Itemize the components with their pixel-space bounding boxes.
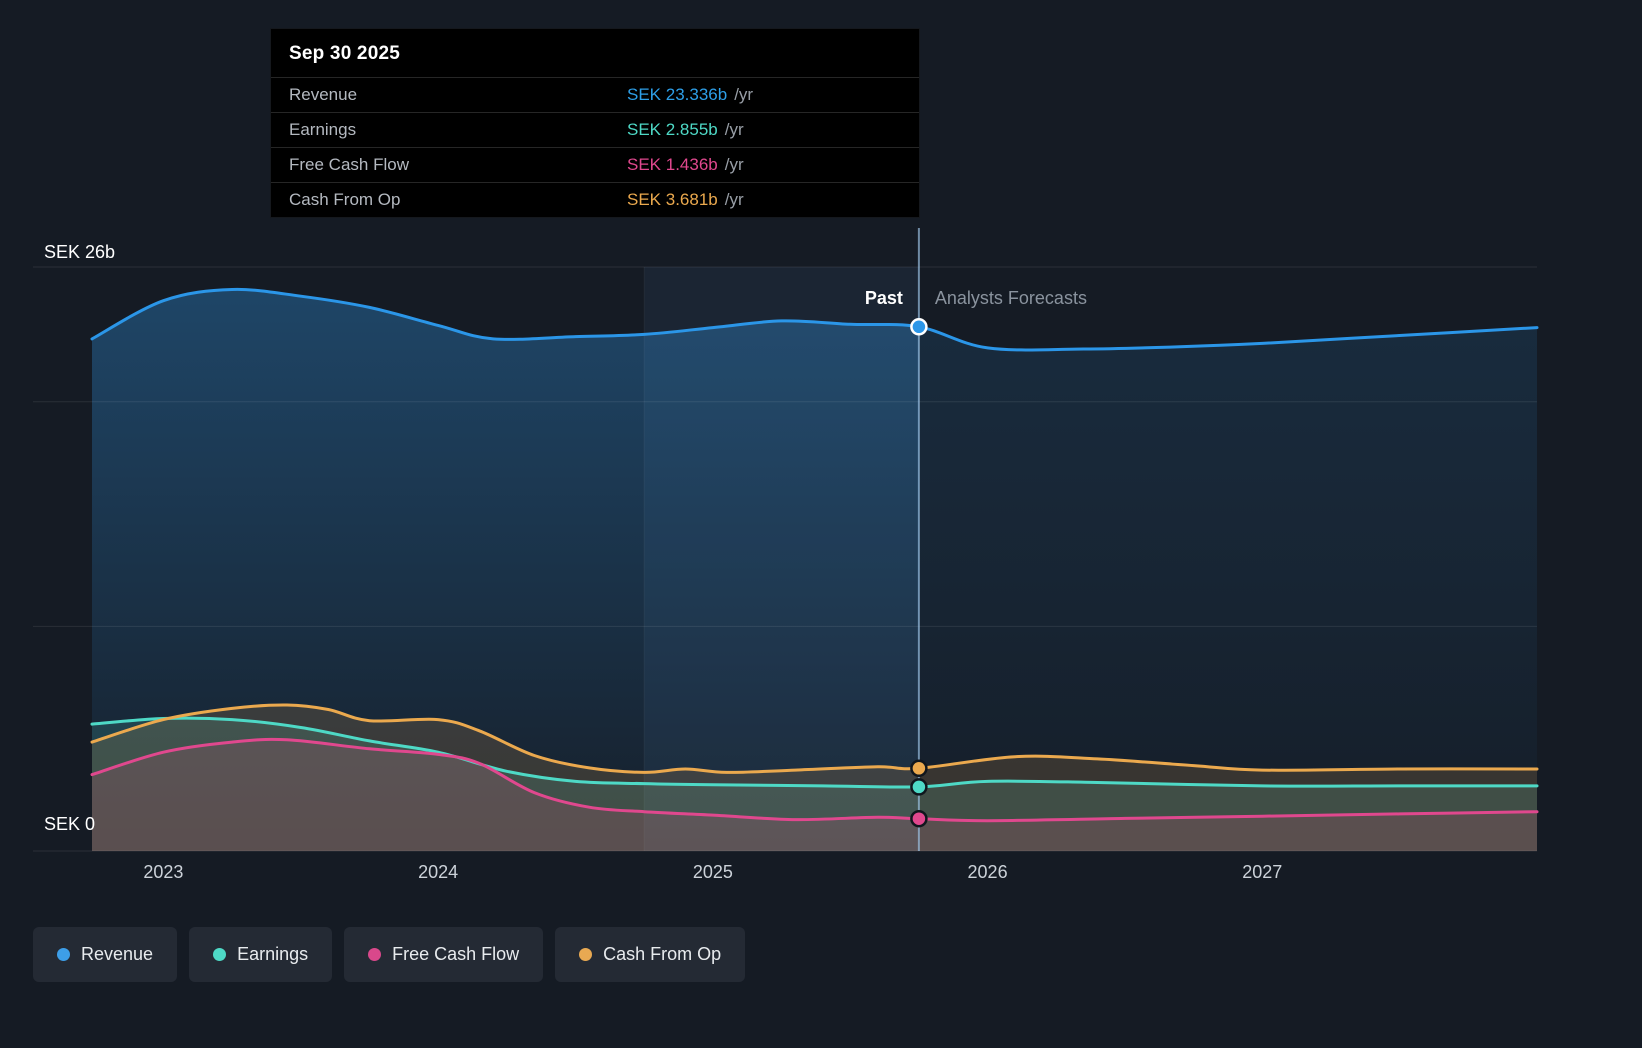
- legend-item-earnings[interactable]: Earnings: [189, 927, 333, 982]
- tooltip-row-free-cash-flow: Free Cash Flow SEK 1.436b /yr: [271, 147, 919, 182]
- revenue-area-past: [92, 289, 919, 851]
- past-label: Past: [864, 288, 903, 308]
- earnings-line: [90, 716, 1539, 789]
- free-cash-flow-legend-dot-icon: [368, 948, 382, 961]
- tooltip-value: SEK 2.855b: [627, 120, 718, 139]
- tooltip-label: Earnings: [289, 120, 357, 139]
- cash-from-op-line: [90, 703, 1539, 774]
- tooltip-row-earnings: Earnings SEK 2.855b /yr: [271, 112, 919, 147]
- earnings-marker[interactable]: [910, 778, 928, 796]
- tooltip-row-cash-from-op: Cash From Op SEK 3.681b /yr: [271, 182, 919, 217]
- cash-from-op-legend-dot-icon: [579, 948, 593, 961]
- tooltip-suffix: /yr: [734, 85, 754, 104]
- tooltip-suffix: /yr: [724, 190, 744, 209]
- tooltip: Sep 30 2025 Revenue SEK 23.336b /yr Earn…: [270, 28, 920, 218]
- forecast-label: Analysts Forecasts: [934, 288, 1087, 308]
- tooltip-date: Sep 30 2025: [289, 43, 401, 64]
- legend-item-cash-from-op[interactable]: Cash From Op: [555, 927, 746, 982]
- tooltip-label: Free Cash Flow: [289, 155, 409, 174]
- cash-from-op-marker[interactable]: [910, 759, 928, 778]
- x-axis-label: 2023: [143, 862, 184, 882]
- tooltip-value: SEK 1.436b: [627, 155, 718, 174]
- free-cash-flow-area: [92, 739, 1537, 851]
- legend-label: Cash From Op: [603, 944, 722, 964]
- legend-item-free-cash-flow[interactable]: Free Cash Flow: [344, 927, 544, 982]
- y-axis-label-max: SEK 26b: [44, 242, 116, 262]
- legend-label: Earnings: [237, 944, 309, 964]
- tooltip-label: Cash From Op: [289, 190, 401, 209]
- tooltip-row-revenue: Revenue SEK 23.336b /yr: [271, 77, 919, 112]
- x-axis-label: 2024: [418, 862, 459, 882]
- tooltip-suffix: /yr: [724, 120, 744, 139]
- cash-from-op-area: [92, 704, 1537, 851]
- tooltip-suffix: /yr: [724, 155, 744, 174]
- x-axis-label: 2025: [692, 862, 733, 882]
- revenue-marker[interactable]: [910, 318, 928, 336]
- legend-item-revenue[interactable]: Revenue: [33, 927, 178, 982]
- y-axis-label-zero: SEK 0: [44, 814, 96, 834]
- legend-label: Free Cash Flow: [392, 944, 520, 964]
- legend-label: Revenue: [81, 944, 154, 964]
- legend: Revenue Earnings Free Cash Flow Cash Fro…: [33, 927, 746, 982]
- revenue-legend-dot-icon: [57, 948, 70, 961]
- tooltip-value: SEK 23.336b: [627, 85, 728, 104]
- highlight-band: [644, 267, 919, 851]
- tooltip-value: SEK 3.681b: [627, 190, 718, 209]
- earnings-legend-dot-icon: [213, 948, 227, 961]
- tooltip-label: Revenue: [289, 85, 358, 104]
- free-cash-flow-marker[interactable]: [910, 809, 928, 828]
- revenue-area-forecast: [918, 326, 1537, 851]
- free-cash-flow-line: [90, 737, 1539, 823]
- x-axis-label: 2027: [1242, 862, 1283, 882]
- x-axis-label: 2026: [967, 862, 1008, 882]
- revenue-line: [90, 287, 1539, 352]
